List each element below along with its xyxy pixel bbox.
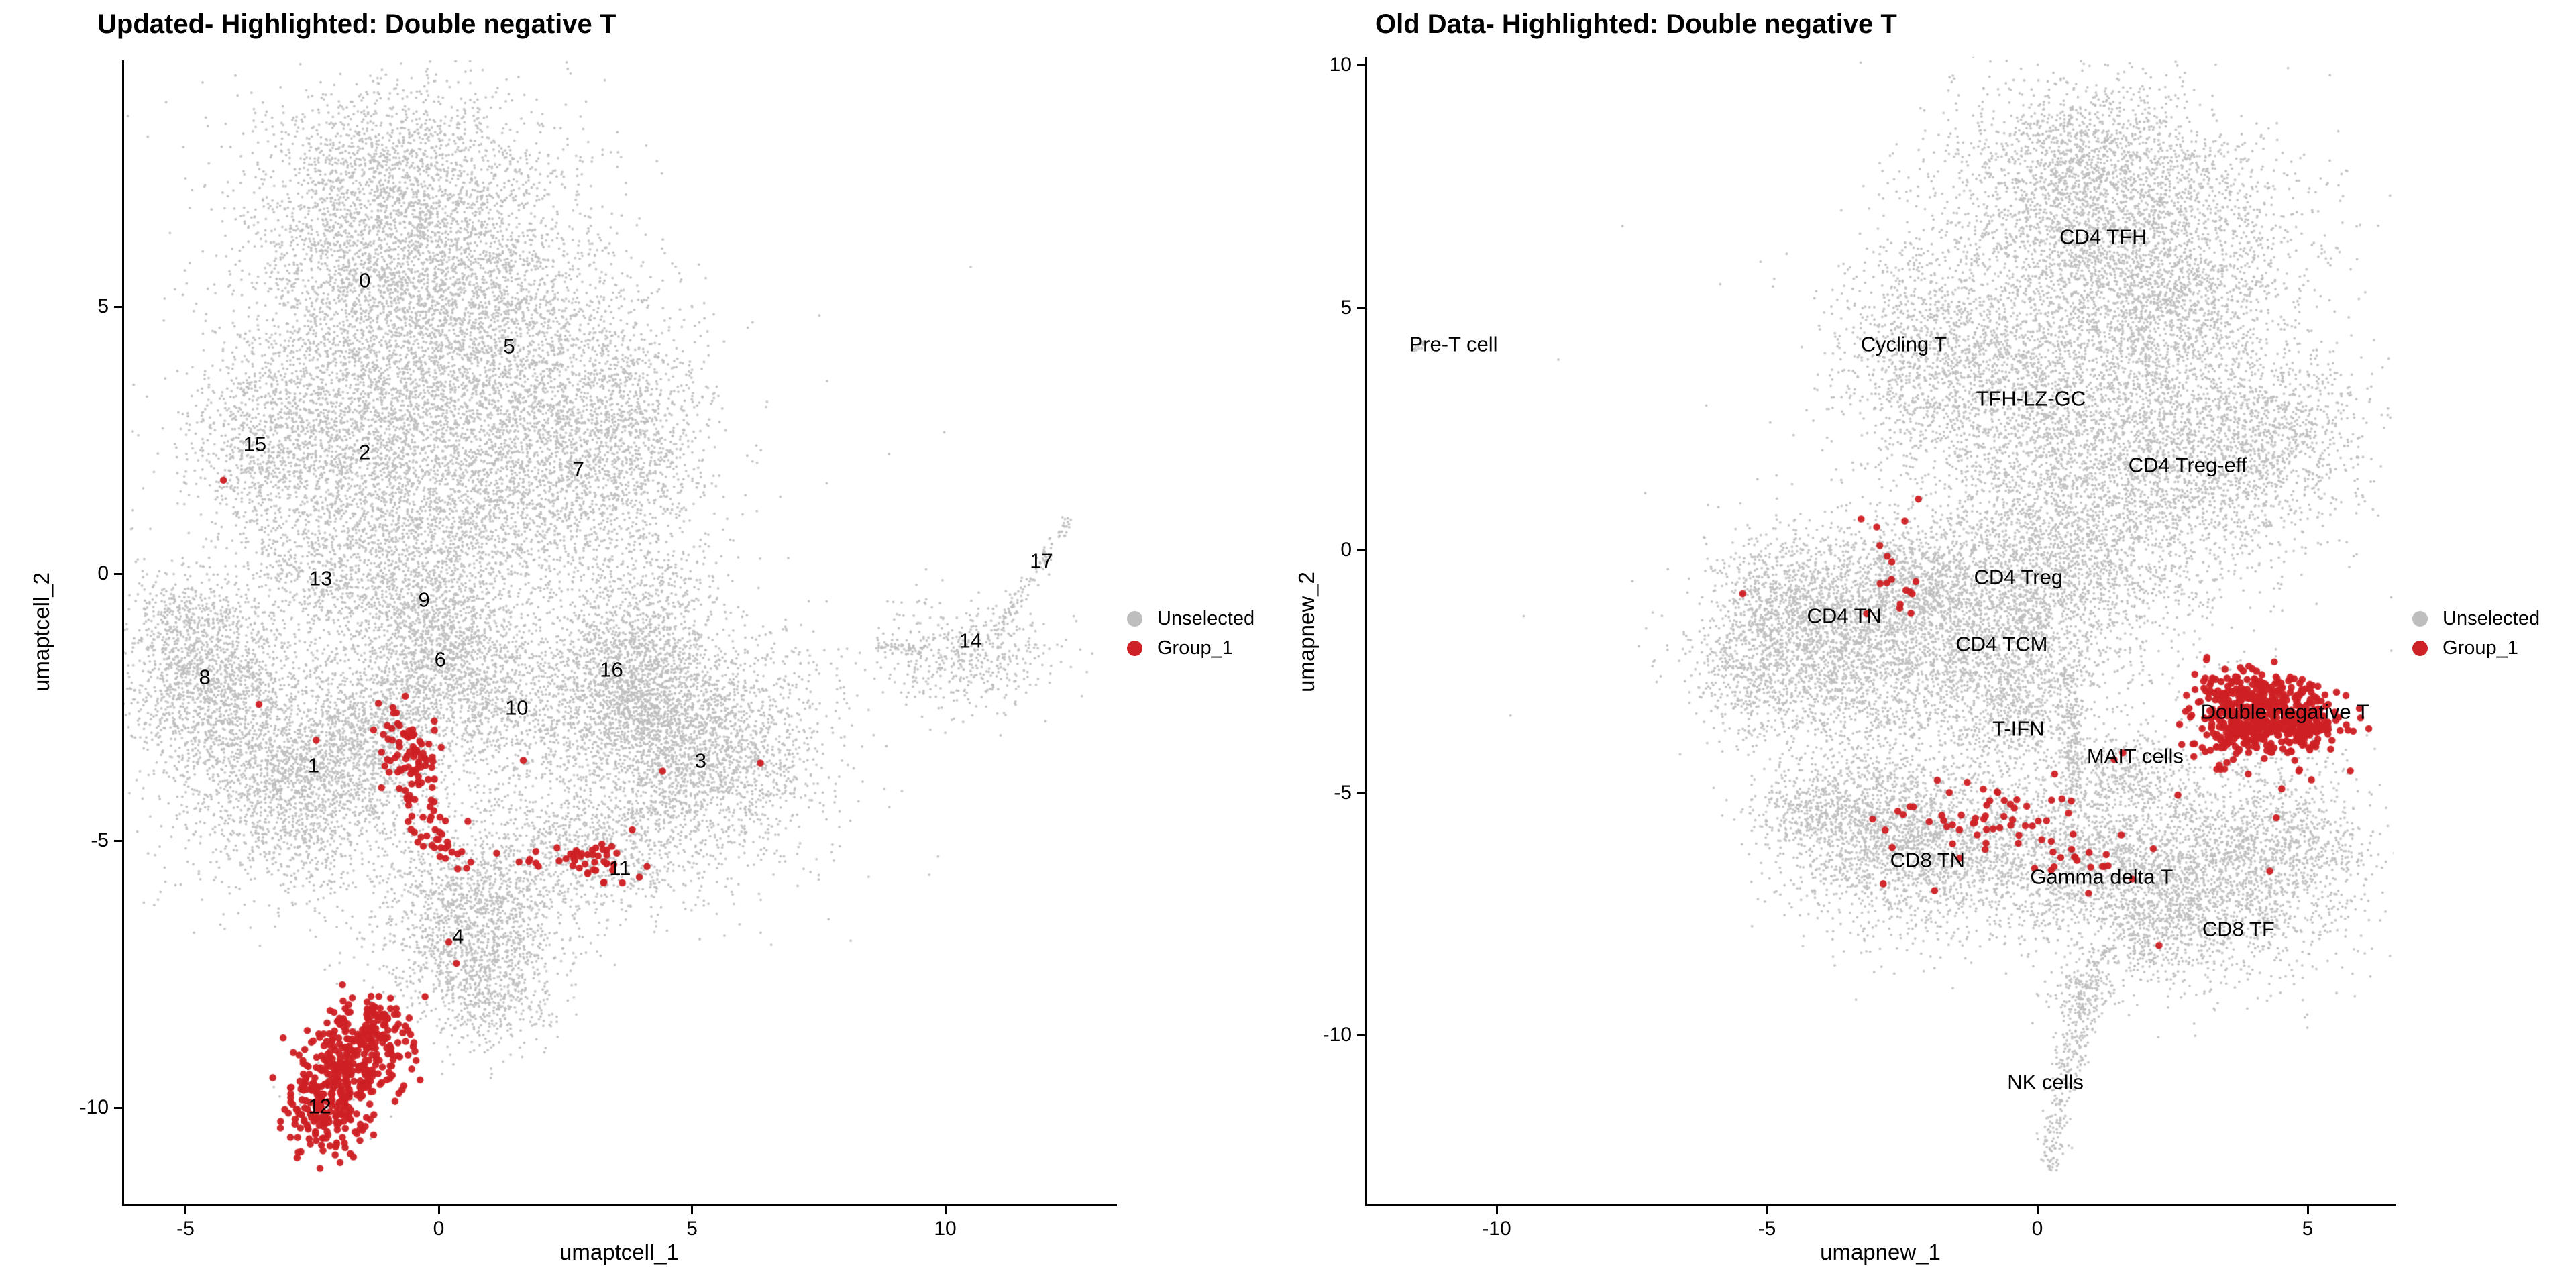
- left-plot-title: Updated- Highlighted: Double negative T: [97, 9, 616, 39]
- legend-item-unselected: Unselected: [1127, 604, 1254, 633]
- celltype-label-cd4-tn: CD4 TN: [1807, 604, 1882, 628]
- x-tick-mark: [1495, 1206, 1498, 1214]
- group1-dot-icon: [2412, 640, 2428, 656]
- x-tick-label: 10: [934, 1218, 957, 1240]
- left-x-axis-line: [122, 1204, 1117, 1206]
- cluster-label-10: 10: [505, 696, 529, 720]
- celltype-label-tfh-lz-gc: TFH-LZ-GC: [1976, 386, 2086, 411]
- right-y-axis-title: umapnew_2: [1294, 572, 1319, 692]
- y-tick-mark: [114, 1106, 122, 1109]
- y-tick-label: -5: [91, 829, 109, 851]
- y-tick-label: -5: [1334, 781, 1352, 804]
- cluster-label-9: 9: [418, 588, 430, 612]
- legend-label-unselected: Unselected: [2443, 607, 2540, 629]
- x-tick-mark: [944, 1206, 947, 1214]
- left-legend: Unselected Group_1: [1127, 604, 1254, 663]
- cluster-label-5: 5: [503, 334, 515, 358]
- y-tick-mark: [1357, 1034, 1365, 1036]
- celltype-label-gamma-delta-t: Gamma delta T: [2030, 865, 2174, 889]
- y-tick-label: -10: [79, 1096, 109, 1118]
- left-y-axis-title: umaptcell_2: [29, 572, 54, 692]
- celltype-label-cd4-treg-eff: CD4 Treg-eff: [2128, 453, 2247, 477]
- x-tick-label: -5: [1758, 1218, 1776, 1240]
- x-tick-mark: [2036, 1206, 2039, 1214]
- x-tick-mark: [691, 1206, 693, 1214]
- cluster-label-2: 2: [359, 440, 371, 464]
- cluster-label-12: 12: [308, 1094, 331, 1118]
- y-tick-mark: [1357, 307, 1365, 309]
- celltype-label-mait-cells: MAIT cells: [2086, 744, 2184, 768]
- celltype-label-double-negative-t: Double negative T: [2200, 700, 2369, 724]
- right-plot-title: Old Data- Highlighted: Double negative T: [1375, 9, 1897, 39]
- y-tick-mark: [114, 839, 122, 842]
- x-tick-mark: [184, 1206, 186, 1214]
- group1-dot-icon: [1127, 640, 1142, 656]
- x-tick-label: -5: [176, 1218, 195, 1240]
- x-tick-mark: [2306, 1206, 2309, 1214]
- legend-label-group1: Group_1: [1157, 637, 1233, 659]
- cluster-label-3: 3: [694, 749, 706, 773]
- cluster-label-15: 15: [243, 432, 267, 456]
- celltype-label-nk-cells: NK cells: [2007, 1070, 2084, 1094]
- cluster-label-13: 13: [309, 566, 333, 590]
- y-tick-mark: [1357, 64, 1365, 66]
- y-tick-mark: [1357, 549, 1365, 551]
- cluster-label-4: 4: [452, 924, 464, 949]
- legend-item-unselected: Unselected: [2412, 604, 2540, 633]
- celltype-label-cycling-t: Cycling T: [1860, 332, 1947, 356]
- y-tick-label: 0: [97, 562, 109, 584]
- cluster-label-0: 0: [359, 268, 371, 292]
- y-tick-label: -10: [1322, 1024, 1352, 1046]
- celltype-label-cd8-tf: CD8 TF: [2202, 917, 2275, 941]
- unselected-dot-icon: [1127, 610, 1142, 627]
- cluster-label-11: 11: [609, 856, 631, 880]
- unselected-dot-icon: [2412, 610, 2428, 627]
- left-y-axis-line: [122, 60, 124, 1206]
- y-tick-label: 10: [1329, 54, 1352, 76]
- x-tick-mark: [1766, 1206, 1768, 1214]
- celltype-label-cd4-treg: CD4 Treg: [1974, 565, 2063, 589]
- x-tick-mark: [437, 1206, 440, 1214]
- y-tick-label: 5: [1340, 296, 1352, 319]
- right-x-axis-title: umapnew_1: [1820, 1240, 1941, 1265]
- cluster-label-16: 16: [600, 657, 623, 682]
- y-tick-mark: [114, 305, 122, 308]
- cluster-label-7: 7: [572, 457, 584, 481]
- cluster-label-17: 17: [1030, 549, 1053, 573]
- celltype-label-cd8-tn: CD8 TN: [1890, 848, 1966, 872]
- legend-item-group1: Group_1: [1127, 633, 1254, 663]
- x-tick-label: 0: [433, 1218, 445, 1240]
- celltype-label-cd4-tfh: CD4 TFH: [2059, 225, 2147, 249]
- right-legend: Unselected Group_1: [2412, 604, 2540, 663]
- celltype-label-cd4-tcm: CD4 TCM: [1955, 632, 2048, 656]
- x-tick-label: 5: [686, 1218, 698, 1240]
- x-tick-label: -10: [1482, 1218, 1511, 1240]
- cluster-label-14: 14: [959, 629, 982, 652]
- y-tick-mark: [1357, 792, 1365, 794]
- y-tick-label: 5: [97, 295, 109, 317]
- legend-label-group1: Group_1: [2443, 637, 2518, 659]
- y-tick-mark: [114, 572, 122, 575]
- celltype-label-t-ifn: T-IFN: [1992, 716, 2045, 741]
- x-tick-label: 5: [2302, 1218, 2314, 1240]
- celltype-label-pre-t-cell: Pre-T cell: [1409, 332, 1498, 356]
- cluster-label-8: 8: [199, 665, 211, 689]
- y-tick-label: 0: [1340, 539, 1352, 561]
- legend-label-unselected: Unselected: [1157, 607, 1255, 629]
- left-x-axis-title: umaptcell_1: [559, 1240, 679, 1265]
- legend-item-group1: Group_1: [2412, 633, 2540, 663]
- right-x-axis-line: [1365, 1204, 2396, 1206]
- cluster-label-1: 1: [307, 753, 320, 777]
- right-y-axis-line: [1365, 57, 1367, 1206]
- cluster-label-6: 6: [434, 647, 446, 672]
- x-tick-label: 0: [2031, 1218, 2043, 1240]
